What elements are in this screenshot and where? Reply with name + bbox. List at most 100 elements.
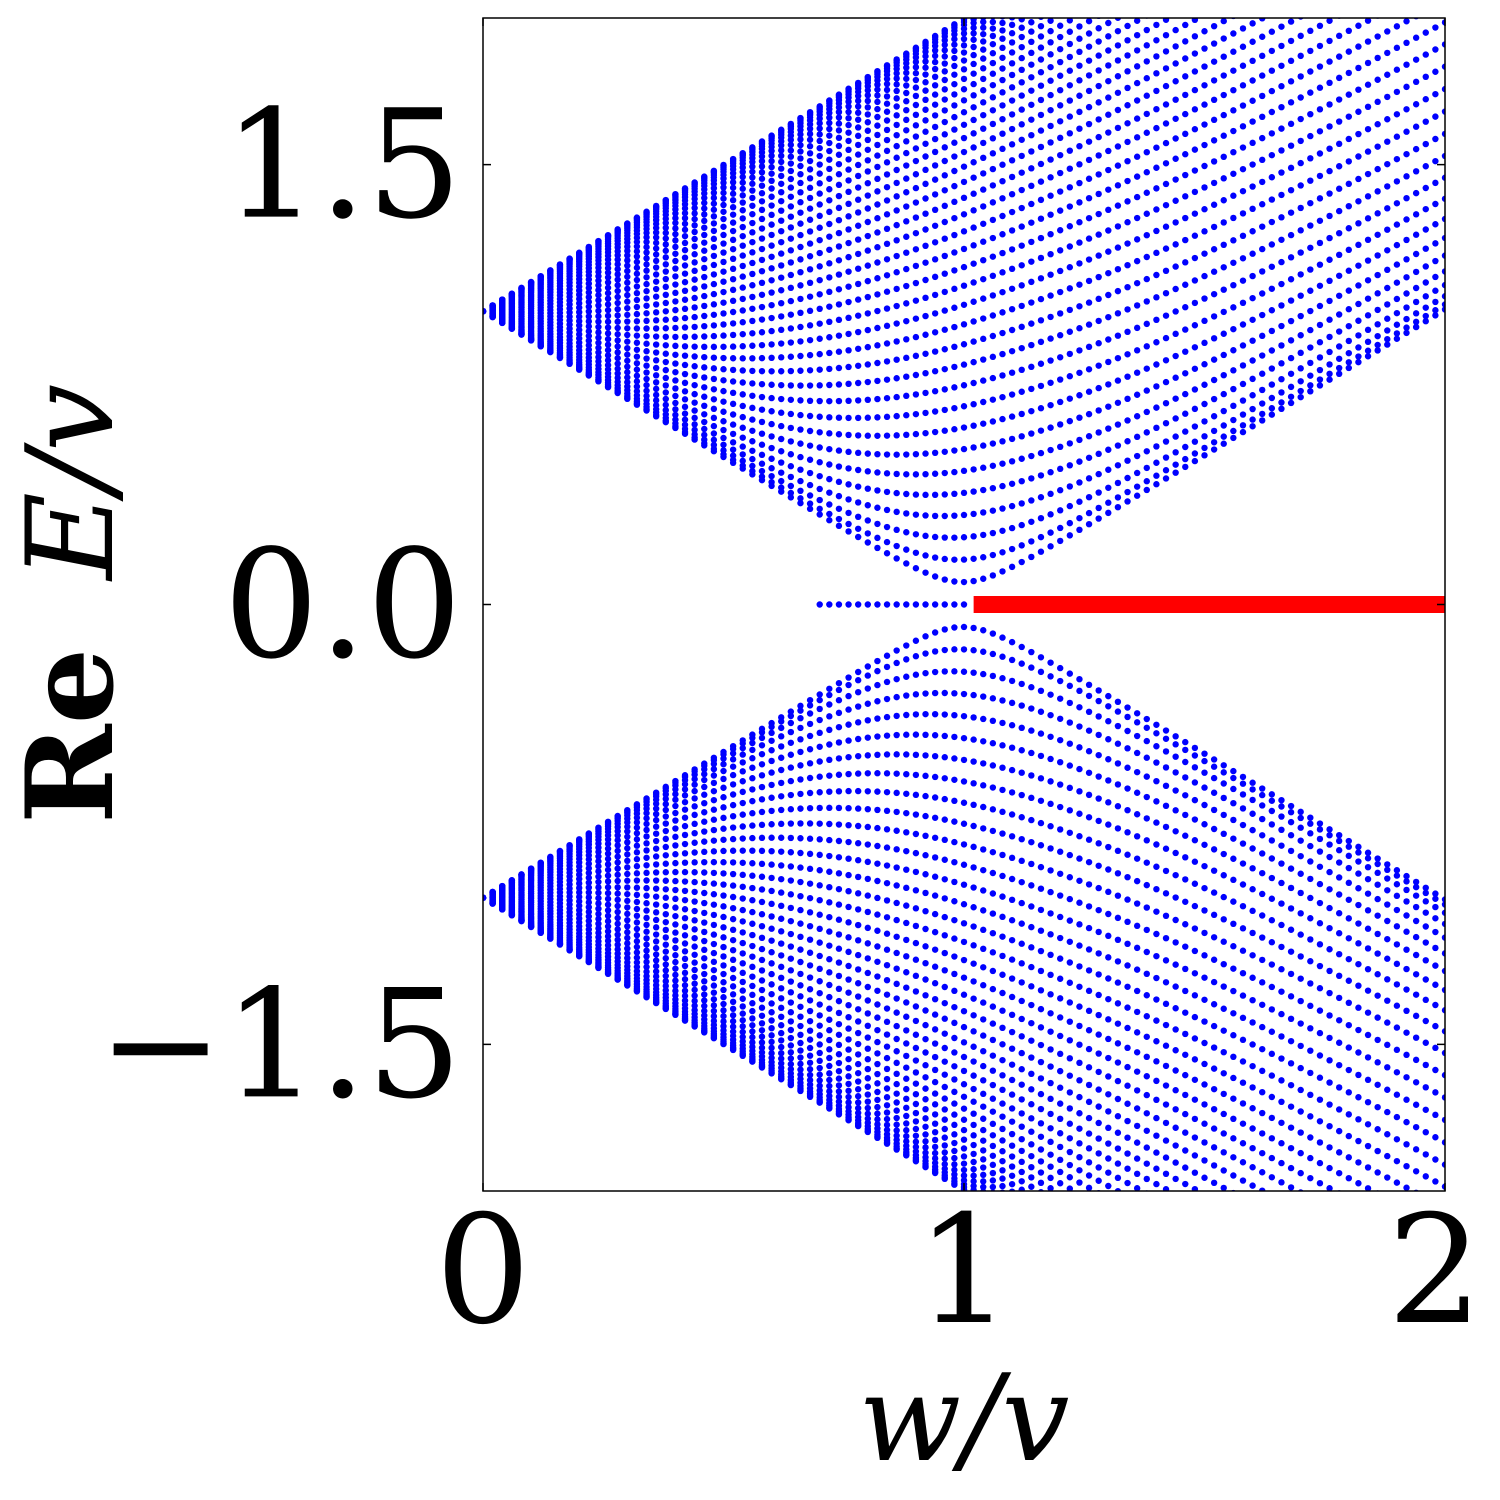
data-point (1037, 752, 1045, 760)
data-point (951, 214, 958, 222)
data-point (989, 1161, 997, 1169)
data-point (912, 450, 920, 458)
data-point (1047, 77, 1054, 84)
data-point (903, 336, 910, 343)
data-point (1047, 174, 1054, 181)
data-point (874, 229, 881, 236)
data-point (883, 879, 891, 887)
data-point (903, 89, 910, 97)
data-point (720, 189, 727, 197)
data-point (633, 836, 641, 843)
data-point (999, 989, 1006, 997)
data-point (710, 921, 718, 929)
data-point (720, 299, 727, 306)
data-point (1066, 762, 1074, 769)
data-point (931, 773, 939, 781)
data-point (912, 868, 920, 876)
data-point (893, 285, 900, 293)
data-point (710, 343, 718, 351)
data-point (912, 751, 920, 759)
data-point (576, 322, 583, 329)
data-point (681, 215, 689, 222)
data-point (787, 777, 795, 785)
data-point (883, 1018, 891, 1026)
data-point (922, 1138, 929, 1145)
data-point (806, 774, 814, 782)
data-point (864, 823, 871, 831)
data-point (951, 1121, 958, 1129)
data-point (1057, 1235, 1063, 1241)
data-point (1037, 668, 1045, 676)
data-point (595, 853, 602, 860)
data-point (854, 1051, 862, 1058)
data-point (1018, 54, 1025, 62)
data-point (778, 147, 785, 154)
data-point (951, 490, 958, 497)
data-point (951, 818, 958, 825)
data-point (652, 823, 660, 830)
data-point (691, 333, 698, 340)
data-point (681, 343, 689, 350)
data-point (980, 926, 987, 934)
data-point (720, 994, 727, 1001)
data-point (835, 686, 843, 694)
data-point (749, 293, 756, 301)
data-point (691, 414, 698, 422)
data-point (729, 781, 737, 788)
data-point (1066, 670, 1074, 677)
data-point (1066, 1072, 1074, 1079)
data-point (931, 512, 939, 520)
data-point (739, 273, 746, 280)
data-point (701, 312, 708, 320)
data-point (614, 890, 621, 897)
data-point (1018, 262, 1025, 269)
data-point (720, 310, 727, 317)
data-point (749, 330, 756, 337)
data-point (1037, 96, 1045, 104)
data-point (768, 887, 775, 895)
data-point (710, 220, 718, 227)
data-point (1008, 49, 1016, 56)
data-point (826, 756, 833, 764)
data-point (931, 910, 939, 918)
data-point (1047, 673, 1054, 680)
data-point (778, 158, 785, 166)
data-point (845, 103, 852, 110)
data-point (739, 847, 746, 854)
data-point (951, 139, 958, 146)
data-point (1018, 433, 1025, 440)
data-point (643, 907, 650, 914)
data-point (816, 897, 823, 904)
data-point (854, 328, 862, 336)
data-point (1028, 983, 1035, 990)
data-point (980, 46, 987, 53)
data-point (980, 1156, 987, 1163)
data-point (720, 943, 727, 951)
data-point (931, 1078, 939, 1086)
data-point (922, 889, 929, 897)
data-point (980, 315, 987, 322)
data-point (595, 905, 602, 912)
data-point (1028, 278, 1035, 286)
data-point (960, 734, 968, 742)
data-point (489, 888, 496, 896)
data-point (960, 778, 968, 785)
data-point (999, 178, 1006, 185)
data-point (1047, 691, 1054, 698)
data-point (1076, 1, 1082, 7)
data-point (681, 806, 689, 813)
data-point (989, 930, 997, 937)
data-point (989, 396, 997, 403)
data-point (701, 239, 708, 246)
data-point (585, 908, 593, 916)
data-point (806, 136, 814, 143)
data-point (739, 443, 746, 450)
data-point (758, 911, 766, 918)
data-point (922, 552, 929, 559)
data-point (614, 318, 621, 325)
data-point (691, 926, 698, 933)
data-point (691, 276, 698, 283)
data-point (681, 314, 689, 322)
data-point (662, 418, 669, 426)
data-point (1047, 1110, 1054, 1118)
